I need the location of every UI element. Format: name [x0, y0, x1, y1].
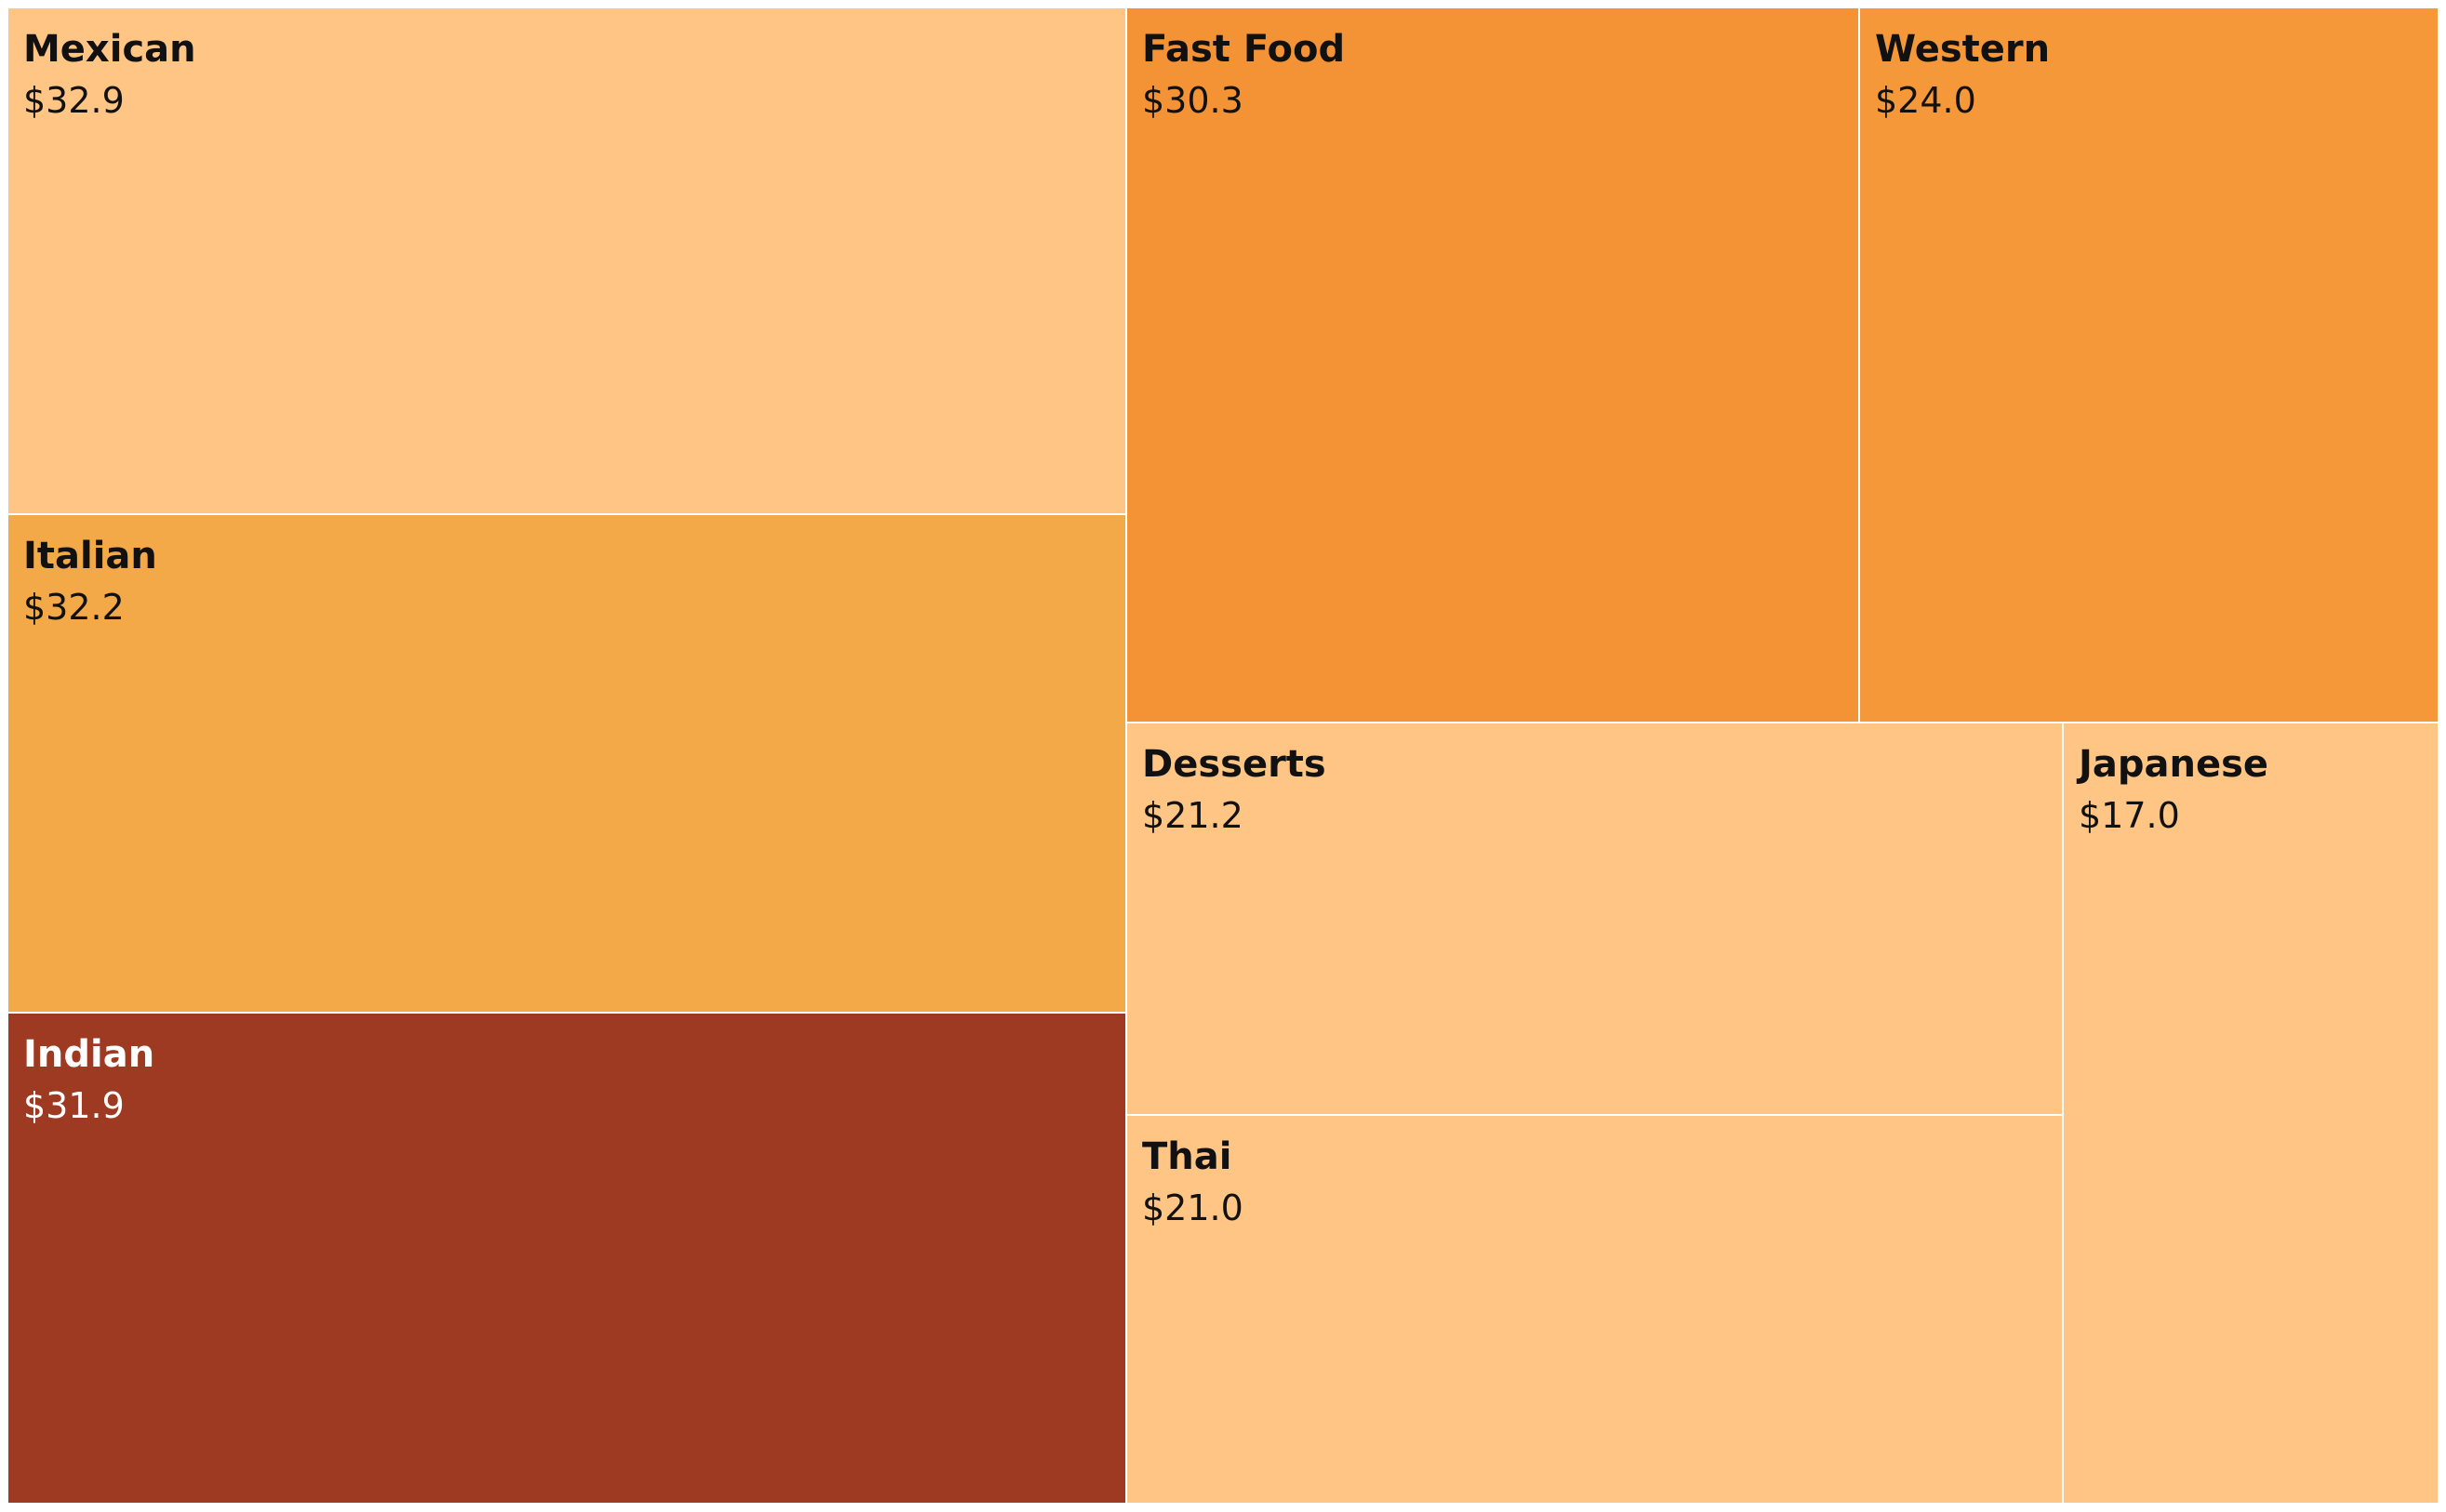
tile-value-italian: $32.2 — [23, 587, 125, 628]
tile-rect-fast-food — [1125, 7, 1860, 723]
tile-label-western: Western — [1875, 28, 2050, 71]
tile-value-indian: $31.9 — [23, 1085, 125, 1126]
tile-label-thai: Thai — [1142, 1135, 1231, 1178]
treemap-tile-desserts[interactable]: Desserts $21.2 — [1125, 722, 2064, 1116]
tile-label-desserts: Desserts — [1142, 743, 1326, 786]
tile-label-indian: Indian — [23, 1033, 154, 1076]
tile-rect-mexican — [7, 7, 1127, 515]
tile-value-japanese: $17.0 — [2079, 795, 2180, 836]
tile-value-western: $24.0 — [1875, 80, 1976, 121]
tile-rect-thai — [1125, 1114, 2064, 1505]
tile-label-mexican: Mexican — [23, 28, 196, 71]
treemap-tile-mexican[interactable]: Mexican $32.9 — [7, 7, 1127, 515]
tile-value-mexican: $32.9 — [23, 80, 125, 121]
treemap-tile-western[interactable]: Western $24.0 — [1858, 7, 2439, 723]
treemap-tile-fast-food[interactable]: Fast Food $30.3 — [1125, 7, 1860, 723]
tile-label-japanese: Japanese — [2076, 743, 2268, 786]
tile-rect-italian — [7, 513, 1127, 1014]
treemap-tile-indian[interactable]: Indian $31.9 — [7, 1012, 1127, 1505]
tile-rect-indian — [7, 1012, 1127, 1505]
tile-rect-japanese — [2062, 722, 2439, 1505]
tile-value-thai: $21.0 — [1142, 1187, 1243, 1228]
tile-label-italian: Italian — [23, 535, 157, 577]
tile-rect-desserts — [1125, 722, 2064, 1116]
tile-value-fast-food: $30.3 — [1142, 80, 1243, 121]
tile-label-fast-food: Fast Food — [1142, 28, 1345, 71]
treemap-tile-japanese[interactable]: Japanese $17.0 — [2062, 722, 2439, 1505]
treemap-tile-italian[interactable]: Italian $32.2 — [7, 513, 1127, 1014]
treemap-tile-thai[interactable]: Thai $21.0 — [1125, 1114, 2064, 1505]
tile-rect-western — [1858, 7, 2439, 723]
tile-value-desserts: $21.2 — [1142, 795, 1243, 836]
